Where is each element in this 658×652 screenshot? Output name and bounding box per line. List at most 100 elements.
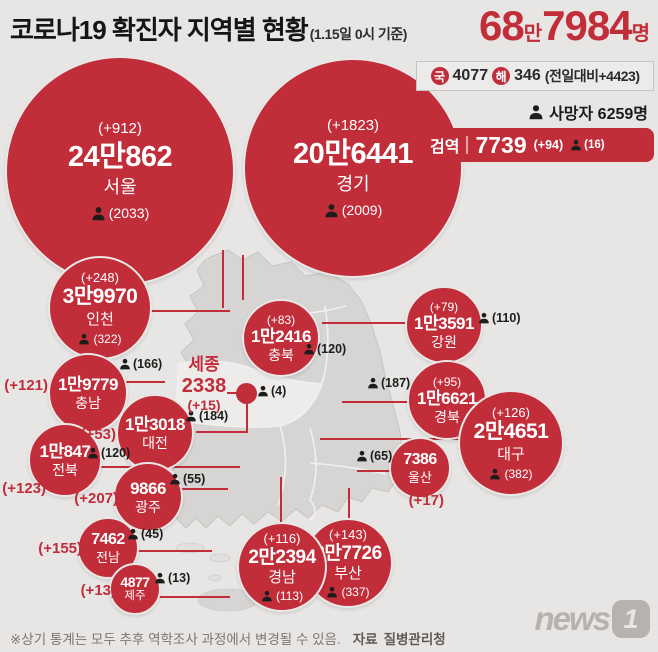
deaths-count: (187) bbox=[381, 376, 411, 390]
region-new-cases: (+95) bbox=[432, 374, 462, 389]
deaths-count: (45) bbox=[141, 527, 164, 541]
region-deaths-gangwon: (110) bbox=[478, 311, 521, 325]
person-icon bbox=[571, 139, 581, 151]
connector-gwangju bbox=[180, 488, 228, 490]
deaths-count: (113) bbox=[275, 588, 304, 603]
region-bubble-gyeonggi: (+1823) 20만6441 경기 (2009) bbox=[243, 58, 463, 278]
region-new-cases-daejeon: (+53) bbox=[80, 426, 116, 443]
person-icon bbox=[368, 377, 378, 389]
region-total-cases: 4877 bbox=[120, 573, 150, 590]
person-icon bbox=[170, 473, 180, 485]
quarantine-count: 7739 bbox=[475, 131, 527, 158]
quarantine-delta: (+94) bbox=[533, 138, 564, 152]
region-new-cases: (+15) bbox=[187, 396, 221, 413]
region-deaths-jeju: (13) bbox=[154, 571, 190, 585]
region-bubble-ulsan: 7386 울산 bbox=[389, 437, 451, 499]
deaths-count: (55) bbox=[183, 472, 206, 486]
region-name: 대전 bbox=[142, 434, 168, 451]
source-name: 질병관리청 bbox=[383, 632, 446, 647]
connector-daegu bbox=[320, 438, 460, 440]
deaths-count: (120) bbox=[317, 342, 347, 356]
region-bubble-daejeon: 1만3018 대전 bbox=[116, 394, 194, 472]
region-new-cases-ulsan: (+17) bbox=[408, 492, 444, 509]
region-name: 광주 bbox=[135, 498, 161, 515]
region-total-cases: 1만2416 bbox=[251, 326, 311, 346]
region-name: 경남 bbox=[268, 568, 296, 586]
region-name: 경북 bbox=[434, 408, 460, 425]
deaths-count: (382) bbox=[504, 466, 533, 481]
divider bbox=[466, 136, 469, 154]
total-deaths-row: 사망자 6259명 bbox=[528, 100, 648, 124]
person-icon bbox=[529, 105, 543, 120]
person-icon bbox=[479, 312, 489, 324]
region-total-cases: 2만4651 bbox=[473, 420, 549, 444]
region-bubble-incheon: (+248) 3만9970 인천 (322) bbox=[48, 256, 152, 360]
logo-text: news bbox=[534, 600, 611, 637]
region-new-cases: (+248) bbox=[81, 270, 119, 286]
region-name: 충북 bbox=[268, 346, 294, 363]
source-row: 자료 질병관리청 bbox=[353, 628, 446, 648]
person-icon bbox=[88, 447, 98, 459]
daily-breakdown-box: 국 4077 해 346 (전일대비+4423) bbox=[416, 61, 654, 91]
region-deaths-gwangju: (55) bbox=[169, 472, 205, 486]
region-deaths: (2033) bbox=[91, 205, 149, 222]
region-total-cases: 9866 bbox=[130, 478, 166, 498]
region-name: 세종 bbox=[188, 355, 220, 374]
region-bubble-jeju: 4877 제주 bbox=[109, 563, 161, 615]
connector-jeonnam bbox=[136, 550, 212, 552]
region-name: 부산 bbox=[334, 564, 362, 582]
region-total-cases: 24만862 bbox=[67, 140, 173, 173]
quarantine-badge: 검역 7739 (+94) (16) bbox=[420, 128, 654, 162]
region-name: 인천 bbox=[86, 311, 114, 329]
region-total-cases: 7386 bbox=[403, 450, 437, 468]
region-deaths-ulsan: (65) bbox=[356, 449, 392, 463]
region-total-cases: 3만9970 bbox=[62, 285, 138, 309]
deaths-count: (184) bbox=[199, 409, 229, 423]
connector-jeju bbox=[158, 596, 230, 598]
region-deaths: (2009) bbox=[324, 202, 382, 219]
person-icon bbox=[155, 572, 165, 584]
deaths-count: (2009) bbox=[341, 202, 383, 219]
connector-gyeonggi bbox=[242, 255, 244, 300]
region-dot-sejong bbox=[236, 383, 257, 404]
connector-chungnam bbox=[120, 381, 165, 383]
region-new-cases: (+912) bbox=[98, 120, 142, 138]
region-new-cases-jeju: (+13) bbox=[80, 582, 116, 599]
deaths-count: (120) bbox=[101, 446, 131, 460]
connector-daejeon-v bbox=[246, 404, 248, 433]
region-name: 강원 bbox=[431, 333, 457, 350]
region-total-cases: 2338 bbox=[181, 374, 227, 397]
logo-badge: 1 bbox=[612, 600, 650, 638]
deaths-count: (322) bbox=[93, 331, 122, 346]
connector-busan bbox=[348, 488, 350, 520]
person-icon bbox=[186, 410, 196, 422]
page-title: 코로나19 확진자 지역별 현황 bbox=[10, 15, 309, 45]
region-name: 울산 bbox=[408, 469, 432, 485]
daily-change: (전일대비+4423) bbox=[544, 68, 640, 84]
region-deaths: (382) bbox=[489, 466, 533, 481]
region-total-cases: 2만2394 bbox=[248, 546, 316, 568]
deaths-count: (2033) bbox=[108, 205, 150, 222]
domestic-count: 4077 bbox=[452, 67, 489, 84]
person-icon bbox=[79, 333, 90, 345]
connector-gyeongbuk bbox=[342, 401, 410, 403]
deaths-count: (337) bbox=[341, 584, 370, 599]
region-deaths-daejeon: (184) bbox=[185, 409, 228, 423]
region-new-cases: (+83) bbox=[266, 312, 296, 327]
connector-incheon bbox=[148, 310, 230, 312]
region-total-cases: 2만7726 bbox=[314, 542, 382, 564]
region-name: 대구 bbox=[497, 446, 525, 464]
region-total-cases: 20만6441 bbox=[293, 137, 413, 170]
region-name: 전남 bbox=[96, 549, 120, 565]
region-deaths-sejong: (4) bbox=[257, 384, 286, 398]
region-deaths-chungnam: (166) bbox=[119, 357, 162, 371]
region-total-cases: 1만3018 bbox=[125, 414, 185, 434]
total-unit-man: 만 bbox=[523, 23, 543, 45]
overseas-count: 346 bbox=[514, 67, 541, 84]
region-new-cases: (+143) bbox=[329, 527, 367, 543]
region-new-cases: (+116) bbox=[263, 531, 301, 547]
footer-note: ※상기 통계는 모두 추후 역학조사 과정에서 변경될 수 있음. 자료 질병관… bbox=[10, 628, 446, 648]
connector-ulsan bbox=[357, 470, 392, 472]
person-icon bbox=[262, 590, 272, 602]
quarantine-deaths: (16) bbox=[570, 139, 605, 151]
